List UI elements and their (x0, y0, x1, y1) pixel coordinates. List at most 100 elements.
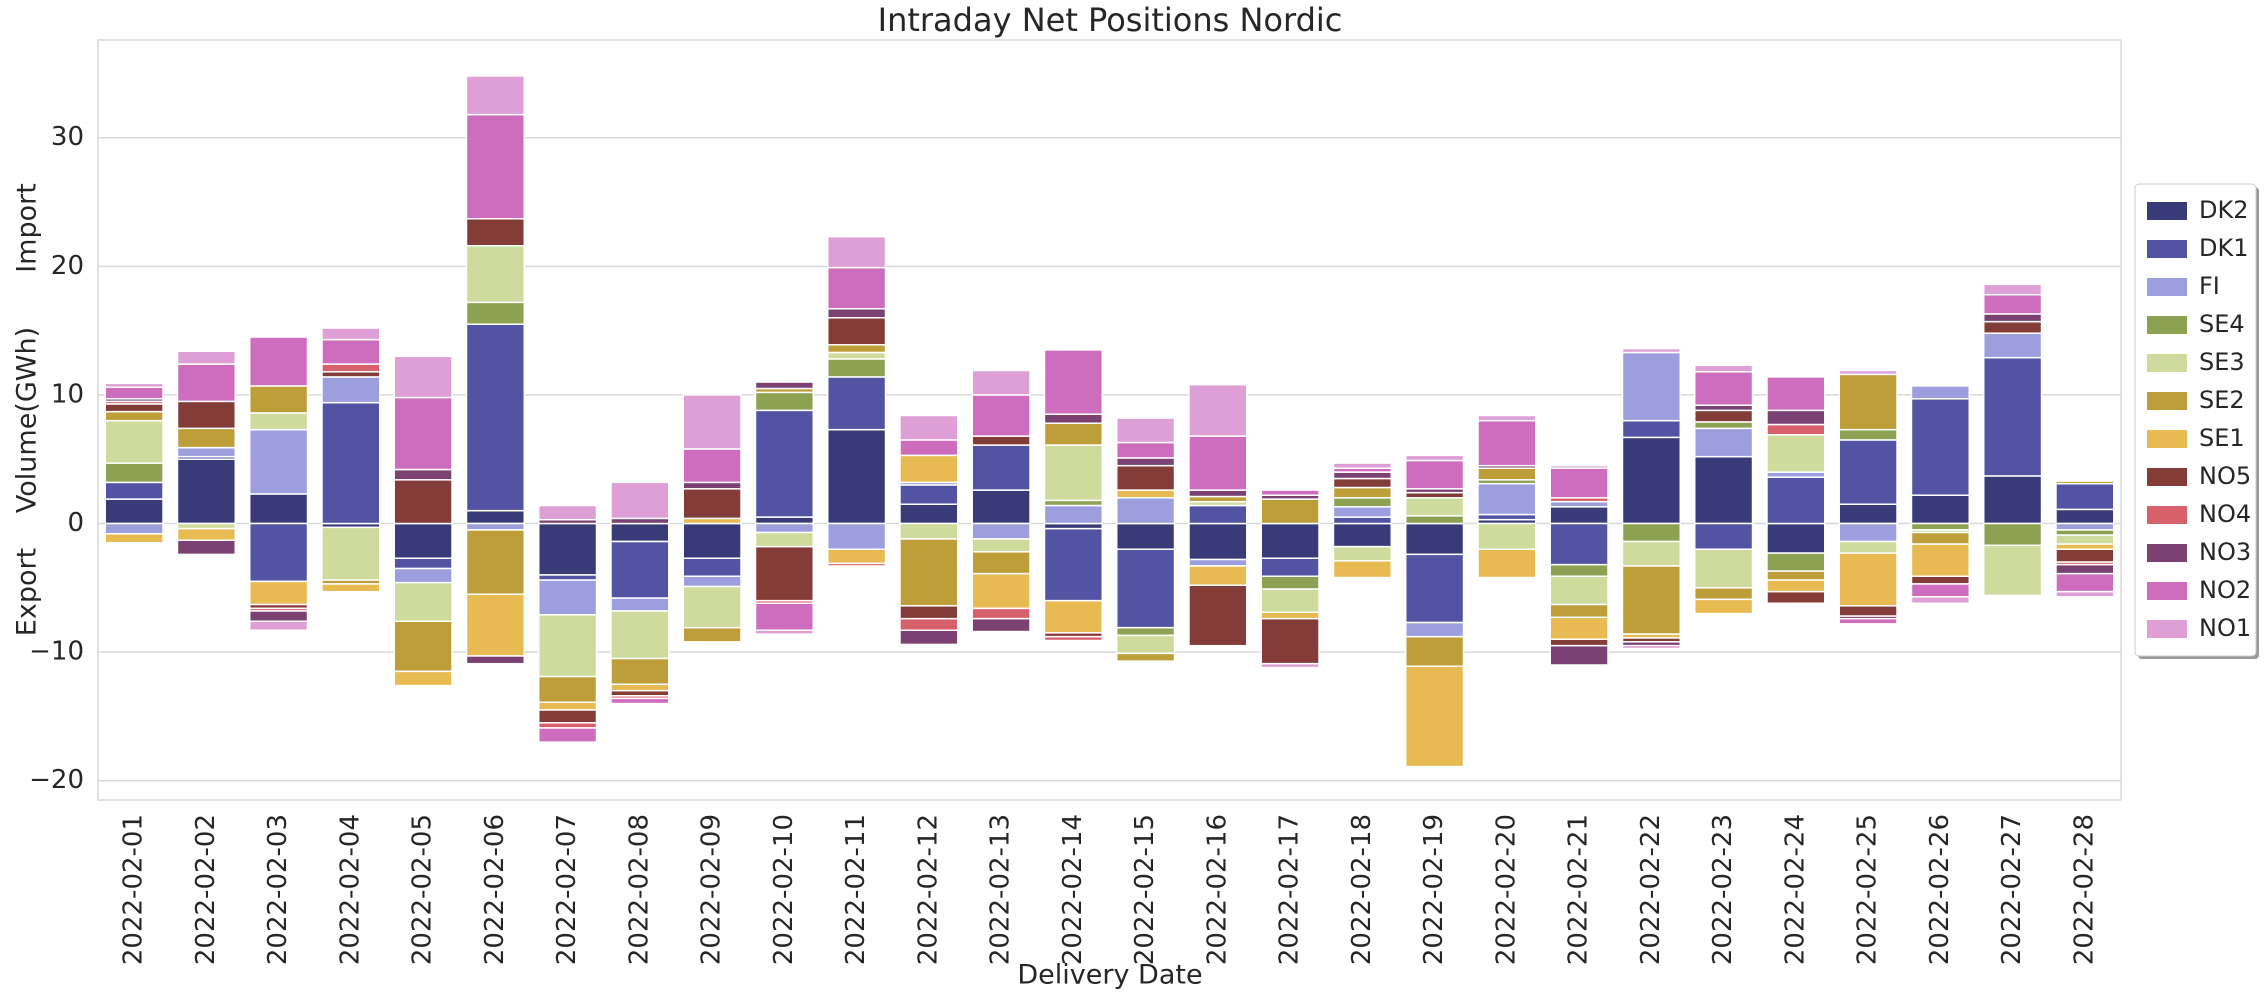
bar-segment (393, 581, 453, 623)
bar-segment (1043, 413, 1104, 424)
bar-segment (2055, 482, 2115, 511)
bar-segment (682, 557, 742, 577)
bar-segment (2055, 529, 2115, 536)
bar-segment (537, 614, 598, 678)
bar-segment (1549, 500, 1609, 508)
bar-segment (826, 351, 887, 360)
bar-segment (321, 338, 381, 365)
bar-segment (971, 538, 1031, 553)
bar-segment (610, 610, 670, 660)
bar-segment (248, 610, 309, 623)
bar-segment (2055, 534, 2115, 545)
bar-segment (176, 350, 237, 365)
bar-segment (971, 551, 1031, 575)
bar-segment (176, 400, 237, 430)
bar-segment (1477, 467, 1537, 481)
bar-segment (610, 683, 670, 692)
bar-segment (1766, 570, 1826, 581)
bar-segment (393, 522, 453, 559)
bar-segment (1838, 428, 1898, 441)
bar-segment (826, 548, 887, 565)
bar-segment (1693, 371, 1754, 406)
export-label: Export (12, 548, 43, 636)
x-tick-label: 2022-02-17 (1275, 814, 1305, 965)
bar-segment (754, 602, 815, 632)
bar-segment (1549, 616, 1609, 641)
bar-segment (1043, 599, 1104, 634)
bar-segment (1115, 522, 1176, 550)
bar-segment (1766, 409, 1826, 426)
bar-segment (1621, 351, 1682, 422)
bar-segment (826, 562, 887, 567)
bar-segment (1693, 522, 1754, 550)
bar-segment (1043, 444, 1104, 502)
bar-segment (1477, 482, 1537, 516)
bar-segment (1910, 522, 1971, 531)
x-tick-label: 2022-02-04 (335, 814, 365, 965)
bar-segment (537, 722, 598, 729)
bar-segment (1693, 404, 1754, 412)
x-tick-label: 2022-02-28 (2069, 814, 2099, 965)
x-tick-label: 2022-02-23 (1708, 814, 1738, 965)
bar-segment (1043, 422, 1104, 446)
bar-segment (1693, 598, 1754, 615)
bar-segment (826, 522, 887, 550)
bar-segment (2055, 572, 2115, 593)
bar-segment (1404, 621, 1465, 638)
bar-segment (1693, 455, 1754, 525)
legend-label: NO4 (2199, 500, 2251, 528)
bar-segment (1549, 603, 1609, 619)
bar-segment (971, 435, 1031, 446)
legend-swatch (2147, 430, 2187, 448)
bar-segment (826, 376, 887, 431)
bar-segment (104, 462, 164, 484)
y-tick-label: 30 (51, 122, 84, 152)
bar-segment (1982, 522, 2043, 547)
bar-segment (1115, 634, 1176, 655)
bar-segment (465, 113, 526, 220)
bar-segment (754, 545, 815, 602)
bar-segment (537, 504, 598, 521)
bar-segment (176, 446, 237, 458)
bar-segment (1188, 558, 1248, 567)
bar-segment (754, 381, 815, 390)
bar-segment (1549, 644, 1609, 666)
bar-segment (1549, 575, 1609, 606)
bar-segment (1043, 527, 1104, 602)
bar-segment (2055, 590, 2115, 598)
bar-segment (393, 355, 453, 399)
bar-segment (537, 574, 598, 581)
bar-segment (1477, 419, 1537, 467)
bar-segment (610, 689, 670, 697)
legend-swatch (2147, 468, 2187, 486)
bar-segment (321, 401, 381, 525)
bar-segment (971, 572, 1031, 610)
bar-segment (1115, 489, 1176, 499)
bar-segment (754, 516, 815, 525)
bar-segment (899, 484, 959, 505)
bar-segment (971, 369, 1031, 396)
bar-segment (2055, 522, 2115, 531)
x-tick-label: 2022-02-11 (841, 814, 871, 965)
bar-segment (1404, 515, 1465, 525)
bar-segment (1549, 467, 1609, 499)
bar-segment (1910, 398, 1971, 496)
x-tick-label: 2022-02-18 (1347, 814, 1377, 965)
bar-segment (1188, 504, 1248, 525)
bar-segment (1982, 594, 2043, 598)
import-label: Import (12, 183, 43, 273)
legend-swatch (2147, 582, 2187, 600)
legend-swatch (2147, 278, 2187, 296)
bar-segment (465, 217, 526, 247)
bar-segment (248, 428, 309, 495)
x-tick-label: 2022-02-10 (769, 814, 799, 965)
bar-segment (537, 701, 598, 711)
x-axis-label: Delivery Date (1017, 960, 1202, 991)
legend-swatch (2147, 506, 2187, 524)
x-tick-label: 2022-02-15 (1130, 814, 1160, 965)
bar-segment (610, 540, 670, 599)
bar-segment (971, 607, 1031, 620)
bar-segment (971, 394, 1031, 437)
bar-segment (1838, 439, 1898, 505)
bar-segment (1477, 548, 1537, 579)
